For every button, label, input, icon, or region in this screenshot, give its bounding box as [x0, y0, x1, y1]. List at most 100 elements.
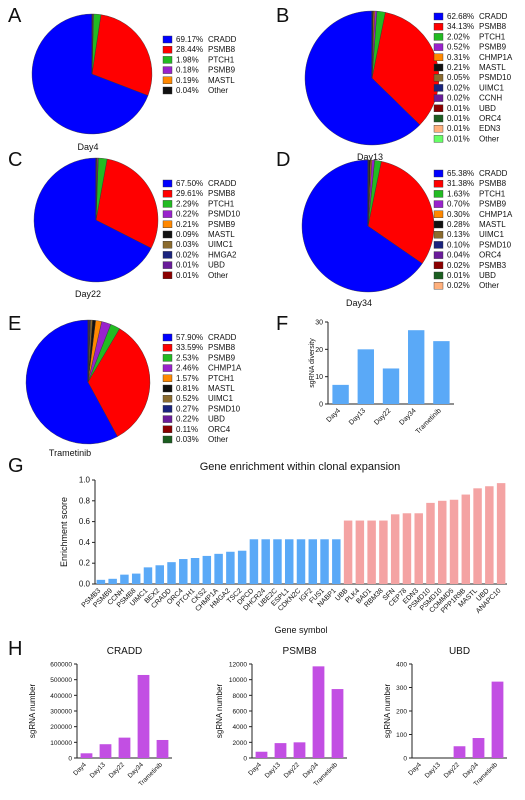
legend-value: 0.05%	[447, 73, 470, 82]
y-tick-label: 12000	[229, 662, 247, 669]
legend-swatch	[433, 282, 444, 290]
y-tick-label: 4000	[233, 724, 248, 731]
pie-panel-b: B 62.68% CRADD 34.13% PSMB8 2.02% PTCH1 0.52% PS…	[276, 5, 513, 162]
legend-value: 31.38%	[447, 179, 474, 188]
bar-commd5	[449, 499, 459, 584]
legend-value: 0.13%	[447, 230, 470, 239]
bar-orc4	[179, 559, 188, 584]
legend-value: 0.01%	[447, 104, 470, 113]
bar-ptch1	[190, 558, 200, 584]
bar-sfn	[390, 514, 400, 584]
legend-swatch	[433, 230, 444, 239]
legend-name: PSMD10	[208, 404, 241, 413]
legend-name: Other	[479, 281, 499, 290]
legend-value: 62.68%	[447, 12, 474, 21]
x-tick-label: Day13	[424, 761, 443, 780]
legend-swatch	[162, 46, 173, 54]
legend-swatch	[433, 261, 444, 269]
legend-value: 0.01%	[447, 124, 470, 133]
legend-swatch	[433, 23, 444, 31]
pie-caption: Day22	[75, 289, 101, 299]
legend-name: PSMB8	[208, 45, 236, 54]
bar-espl1	[284, 539, 294, 584]
legend-name: MASTL	[208, 230, 235, 239]
pie-slice-psmb8	[87, 328, 151, 437]
pie-slice-cradd	[33, 157, 152, 283]
legend-name: PSMD10	[479, 240, 512, 249]
bar-trametinib	[156, 739, 169, 758]
legend-name: PSMB9	[208, 353, 236, 362]
bar-bex2	[155, 565, 164, 584]
bar-chmp1a	[214, 553, 223, 584]
y-tick-label: 0.0	[79, 580, 91, 589]
pie-panel-e: E 57.90% CRADD 33.59% PSMB8 2.53% PSMB9 2.46% CH…	[8, 313, 242, 458]
bar-tsc2	[237, 550, 247, 584]
legend-swatch	[162, 415, 173, 423]
legend-name: CRADD	[208, 333, 237, 342]
bar-day34	[137, 674, 150, 758]
legend-swatch	[433, 210, 444, 219]
legend-name: UIMC1	[208, 240, 233, 249]
x-tick-label: Day22	[373, 407, 392, 426]
legend-value: 0.21%	[447, 63, 470, 72]
legend-swatch	[162, 405, 173, 413]
bar-igf2	[308, 539, 318, 584]
legend-name: ORC4	[479, 251, 502, 260]
legend-swatch	[433, 251, 444, 259]
y-tick-label: 300	[396, 685, 407, 692]
legend-swatch	[433, 169, 444, 178]
bar-ube2c	[273, 539, 282, 584]
bar-ccnh	[120, 574, 129, 584]
legend-value: 0.03%	[176, 240, 199, 249]
bar-ubd	[485, 486, 494, 584]
legend-name: UIMC1	[479, 230, 504, 239]
legend-name: PSMD10	[479, 73, 512, 82]
chart-title: CRADD	[107, 646, 143, 657]
y-tick-label: 100	[396, 732, 407, 739]
bar-day22	[382, 368, 400, 404]
legend-name: ORC4	[479, 114, 502, 123]
legend-name: CRADD	[208, 35, 237, 44]
legend-value: 0.52%	[176, 394, 199, 403]
y-axis-title: Enrichment score	[59, 497, 69, 567]
panel-label: A	[8, 5, 22, 27]
pie-slice-cradd	[301, 159, 423, 293]
legend-name: CHMP1A	[208, 364, 242, 373]
pie-slice-psmb8	[95, 158, 159, 249]
y-tick-label: 0.4	[79, 538, 91, 547]
legend-name: UIMC1	[208, 394, 233, 403]
legend-value: 1.63%	[447, 189, 470, 198]
legend-name: Other	[208, 435, 228, 444]
legend-name: UBD	[479, 271, 496, 280]
legend-name: PTCH1	[479, 189, 506, 198]
legend-value: 28.44%	[176, 45, 203, 54]
y-tick-label: 1.0	[79, 476, 91, 485]
y-tick-label: 20	[315, 347, 323, 354]
x-tick-label: Day22	[283, 761, 302, 780]
legend-value: 0.52%	[447, 43, 470, 52]
bar-day34	[312, 666, 325, 758]
pie-slice-cradd	[31, 13, 149, 135]
x-axis-title: Gene symbol	[274, 625, 327, 635]
bar-day34	[408, 330, 425, 404]
legend-swatch	[162, 384, 173, 393]
x-tick-label: Trametinib	[415, 407, 443, 435]
legend-name: CHMP1A	[479, 210, 513, 219]
y-tick-label: 0.2	[79, 559, 91, 568]
legend-name: ORC4	[208, 425, 231, 434]
legend-value: 29.61%	[176, 189, 203, 198]
chart-title: Gene enrichment within clonal expansion	[200, 461, 401, 473]
bar-cdkn2c	[296, 539, 306, 584]
legend-name: CRADD	[208, 179, 237, 188]
legend-value: 0.21%	[176, 220, 199, 229]
legend-swatch	[433, 200, 444, 208]
legend-value: 0.01%	[447, 114, 470, 123]
legend-swatch	[162, 395, 173, 403]
panel-g: 0.00.20.40.60.81.0PSMB3PSMB9CCNHPSMB8UIM…	[8, 455, 507, 635]
bar-nabp1	[332, 539, 341, 584]
legend-value: 65.38%	[447, 169, 474, 178]
y-tick-label: 2000	[233, 740, 248, 747]
y-tick-label: 6000	[233, 709, 248, 716]
